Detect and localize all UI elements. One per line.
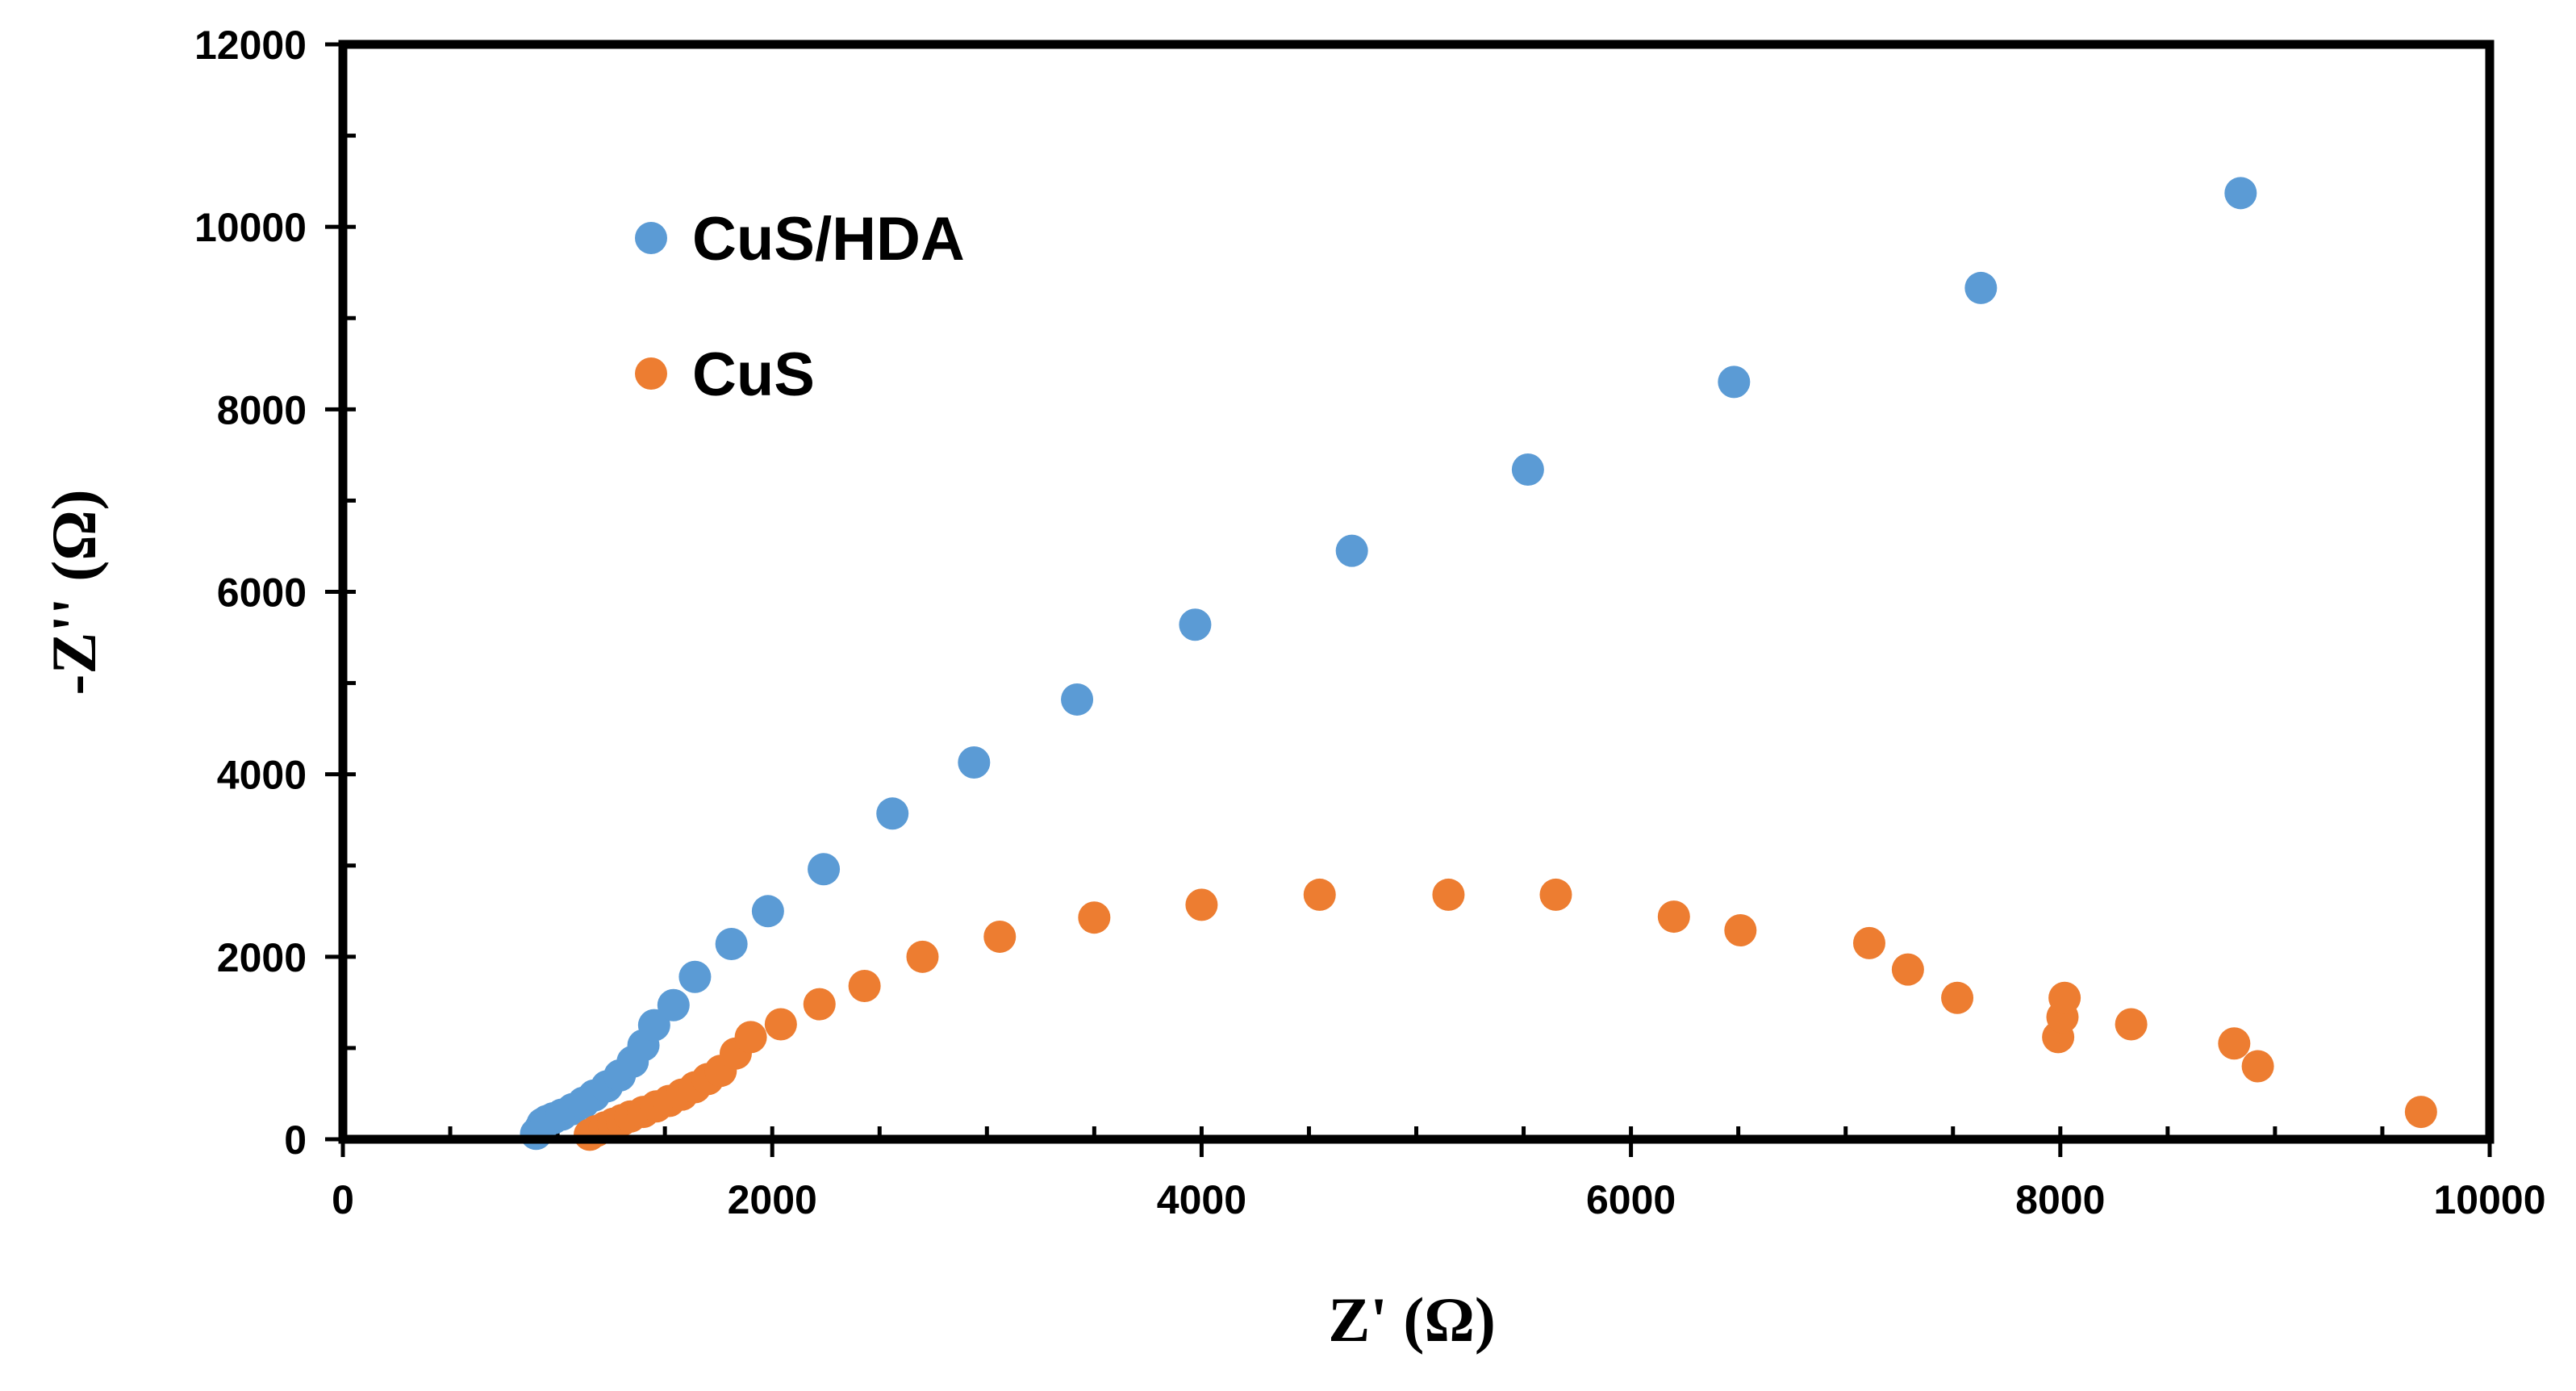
legend-marker-cus-hda (635, 222, 667, 254)
data-point-cus-hda (1511, 453, 1544, 486)
x-tick-label: 10000 (2433, 1177, 2545, 1222)
data-point-cus-hda (1718, 366, 1751, 399)
y-tick-label: 6000 (217, 570, 307, 616)
x-tick-label: 6000 (1586, 1177, 1676, 1222)
y-tick-label: 10000 (194, 205, 307, 250)
x-tick-label: 0 (332, 1177, 354, 1222)
data-point-cus-hda (751, 895, 784, 928)
y-axis-title: -Z'' (Ω) (39, 489, 109, 695)
legend-marker-cus (635, 357, 667, 390)
legend-label-cus: CuS (692, 340, 815, 409)
data-point-cus (2404, 1096, 2437, 1129)
data-points (520, 177, 2437, 1151)
x-tick-label: 8000 (2015, 1177, 2105, 1222)
data-point-cus-hda (958, 746, 991, 779)
data-point-cus (2048, 981, 2081, 1014)
data-point-cus (1852, 926, 1885, 959)
tick-labels: 0 2000 4000 6000 8000 10000 0 2000 4000 6000 8000 1… (194, 23, 2546, 1222)
data-point-cus (906, 940, 939, 973)
data-point-cus (2241, 1050, 2274, 1083)
data-point-cus (1303, 878, 1336, 911)
data-point-cus (1432, 878, 1465, 911)
data-point-cus (1724, 914, 1757, 947)
data-point-cus-hda (808, 853, 841, 886)
data-point-cus-hda (637, 1009, 670, 1042)
y-tick-label: 8000 (217, 387, 307, 432)
data-point-cus (1891, 953, 1924, 986)
data-point-cus (848, 970, 881, 1003)
x-axis-title: Z' (Ω) (1328, 1284, 1496, 1355)
x-tick-label: 2000 (728, 1177, 817, 1222)
data-point-cus (1539, 878, 1572, 911)
data-point-cus (1078, 901, 1111, 934)
data-point-cus-hda (1061, 683, 1094, 716)
data-point-cus (2218, 1027, 2251, 1060)
data-point-cus-hda (1179, 608, 1212, 641)
data-point-cus (1941, 981, 1974, 1014)
data-point-cus (764, 1008, 797, 1041)
data-point-cus-hda (678, 960, 712, 993)
data-point-cus-hda (1964, 271, 1998, 304)
data-point-cus (803, 988, 836, 1021)
y-tick-label: 0 (284, 1117, 307, 1163)
x-tick-label: 4000 (1157, 1177, 1246, 1222)
legend-label-cus-hda: CuS/HDA (692, 205, 965, 274)
y-tick-label: 12000 (194, 23, 307, 68)
data-point-cus (983, 920, 1017, 953)
data-point-cus-hda (1335, 534, 1368, 567)
data-point-cus-hda (2224, 177, 2257, 210)
data-point-cus-hda (657, 988, 690, 1021)
data-point-cus (1185, 888, 1218, 921)
data-point-cus (2115, 1008, 2148, 1041)
data-point-cus-hda (876, 797, 909, 830)
legend: CuS/HDA CuS (635, 205, 965, 409)
data-point-cus (734, 1021, 767, 1054)
y-tick-label: 2000 (217, 935, 307, 980)
data-point-cus (1657, 900, 1690, 934)
plot-area-border (338, 40, 2495, 1144)
y-tick-label: 4000 (217, 753, 307, 798)
data-point-cus-hda (715, 928, 748, 961)
